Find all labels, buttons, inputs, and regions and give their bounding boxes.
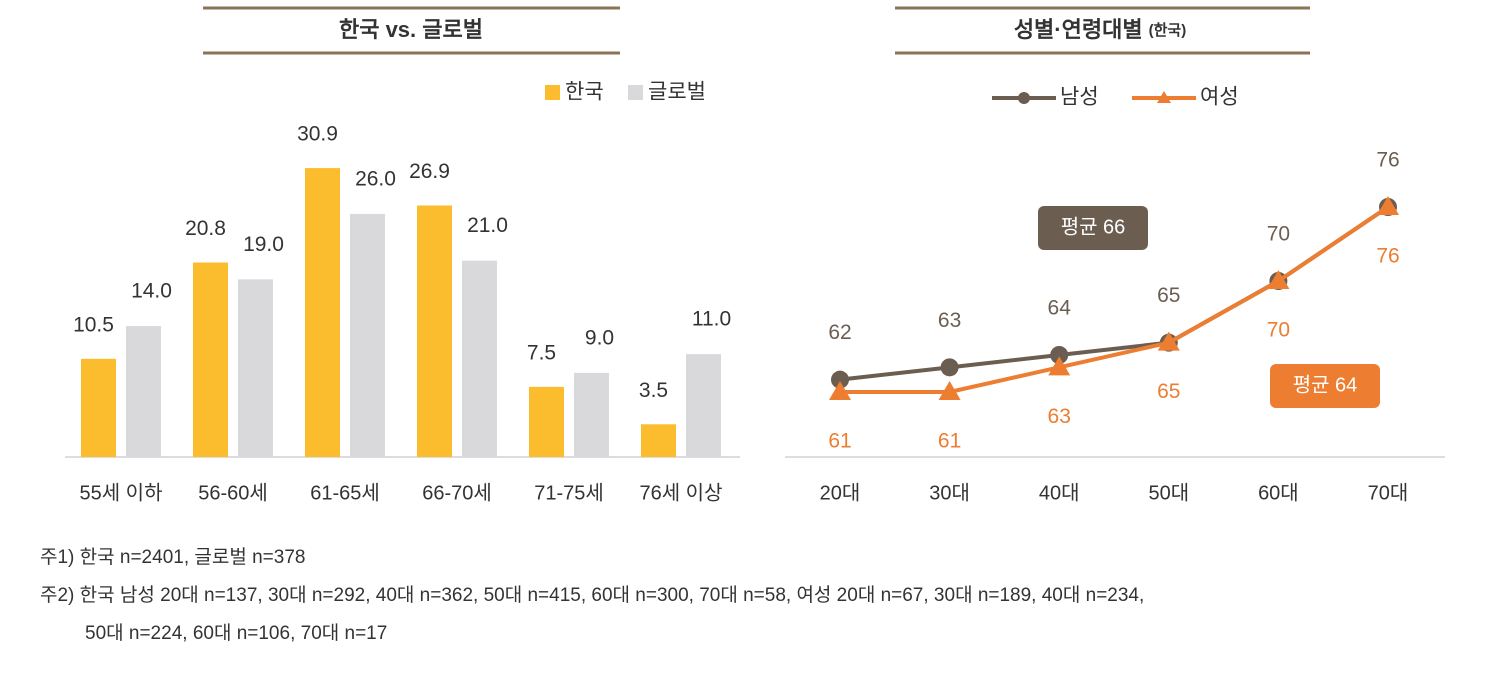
data-label: 63 bbox=[938, 309, 961, 332]
legend-label: 한국 bbox=[565, 81, 604, 104]
chart-title-group: 성별·연령대별 (한국) bbox=[1014, 17, 1186, 42]
legend-marker bbox=[1018, 92, 1030, 104]
legend-marker bbox=[1157, 91, 1171, 103]
marker bbox=[1267, 270, 1290, 289]
note: 주1) 한국 n=2401, 글로벌 n=378 bbox=[40, 546, 305, 568]
data-label: 11.0 bbox=[692, 308, 731, 331]
data-label: 30.9 bbox=[297, 123, 338, 146]
bar bbox=[686, 354, 721, 457]
data-label: 61 bbox=[828, 430, 851, 453]
marker bbox=[1157, 331, 1180, 351]
marker bbox=[829, 381, 851, 400]
annotation-box bbox=[1038, 206, 1148, 250]
legend-label: 여성 bbox=[1200, 86, 1239, 109]
x-tick-label: 56-60세 bbox=[198, 481, 268, 504]
data-label: 19.0 bbox=[243, 233, 284, 256]
legend-swatch bbox=[545, 85, 560, 100]
x-tick-label: 71-75세 bbox=[534, 481, 604, 504]
chart-subtitle: (한국) bbox=[1149, 22, 1187, 39]
bar bbox=[350, 213, 385, 457]
data-label: 76 bbox=[1376, 149, 1399, 172]
legend-swatch bbox=[628, 85, 643, 100]
x-tick-label: 55세 이하 bbox=[79, 481, 162, 504]
chart-title: 성별·연령대별 bbox=[1014, 17, 1143, 42]
marker bbox=[1048, 356, 1071, 376]
data-label: 9.0 bbox=[585, 326, 614, 349]
data-label: 63 bbox=[1048, 405, 1071, 428]
marker bbox=[940, 358, 959, 377]
bar bbox=[193, 262, 228, 457]
data-label: 64 bbox=[1048, 297, 1072, 320]
bar bbox=[81, 358, 116, 457]
data-label: 61 bbox=[938, 430, 961, 453]
bar bbox=[529, 386, 564, 457]
x-tick-label: 40대 bbox=[1039, 481, 1080, 504]
x-tick-label: 60대 bbox=[1258, 481, 1299, 504]
bar bbox=[238, 279, 273, 457]
annotation: 평균 66 bbox=[1061, 215, 1126, 238]
x-tick-label: 66-70세 bbox=[422, 481, 492, 504]
marker bbox=[938, 381, 961, 400]
data-label: 70 bbox=[1267, 223, 1290, 246]
data-label: 20.8 bbox=[185, 217, 226, 240]
legend-label: 글로벌 bbox=[648, 81, 706, 104]
data-label: 65 bbox=[1157, 284, 1180, 307]
annotation-box bbox=[1270, 364, 1380, 408]
note: 주2) 한국 남성 20대 n=137, 30대 n=292, 40대 n=36… bbox=[40, 584, 1144, 606]
data-label: 62 bbox=[828, 321, 851, 344]
data-label: 26.9 bbox=[409, 160, 450, 183]
x-tick-label: 30대 bbox=[929, 481, 970, 504]
data-label: 14.0 bbox=[131, 280, 172, 303]
x-tick-label: 61-65세 bbox=[310, 481, 380, 504]
marker bbox=[1050, 346, 1069, 364]
line bbox=[840, 205, 1390, 394]
note: 50대 n=224, 60대 n=106, 70대 n=17 bbox=[85, 622, 387, 644]
bar bbox=[574, 372, 609, 457]
marker bbox=[831, 370, 849, 389]
x-tick-label: 70대 bbox=[1368, 481, 1409, 504]
bar bbox=[417, 205, 452, 457]
data-label: 26.0 bbox=[355, 167, 396, 190]
chart-title: 한국 vs. 글로벌 bbox=[339, 17, 483, 42]
annotation: 평균 64 bbox=[1293, 373, 1358, 396]
data-label: 10.5 bbox=[73, 313, 114, 336]
data-label: 70 bbox=[1267, 319, 1290, 342]
legend-label: 남성 bbox=[1060, 86, 1099, 109]
marker bbox=[1377, 196, 1399, 215]
data-label: 7.5 bbox=[527, 341, 556, 364]
x-tick-label: 76세 이상 bbox=[639, 481, 722, 504]
data-label: 21.0 bbox=[467, 214, 508, 237]
x-tick-label: 50대 bbox=[1148, 481, 1189, 504]
bar bbox=[462, 260, 497, 457]
data-label: 3.5 bbox=[639, 379, 668, 402]
bar bbox=[305, 168, 340, 457]
bar bbox=[641, 424, 676, 457]
data-label: 65 bbox=[1157, 380, 1180, 403]
x-tick-label: 20대 bbox=[820, 481, 861, 504]
bar bbox=[126, 326, 161, 457]
data-label: 76 bbox=[1376, 245, 1399, 268]
